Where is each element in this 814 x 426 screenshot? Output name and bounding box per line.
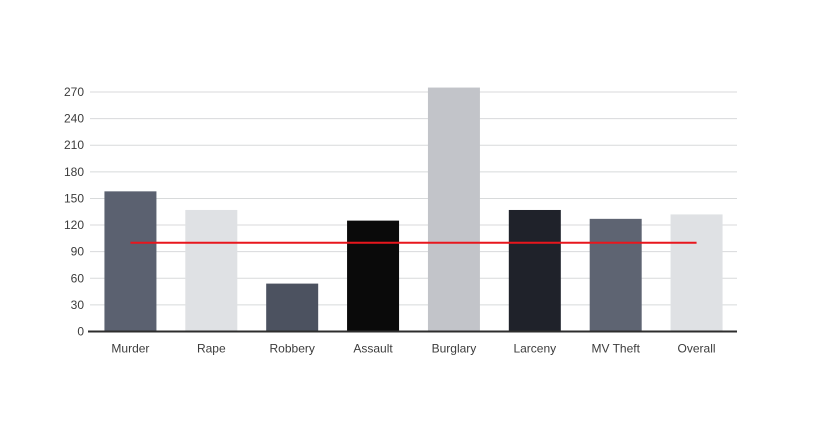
- x-category-label-overall: Overall: [678, 342, 716, 356]
- y-tick-label-0: 0: [77, 325, 84, 339]
- y-tick-label-270: 270: [64, 85, 84, 99]
- bar-murder: [104, 191, 157, 332]
- x-category-label-assault: Assault: [353, 342, 393, 356]
- y-tick-label-90: 90: [71, 245, 85, 259]
- y-tick-label-240: 240: [64, 112, 84, 126]
- x-category-label-rape: Rape: [197, 342, 226, 356]
- x-category-label-robbery: Robbery: [270, 342, 315, 356]
- x-category-label-murder: Murder: [111, 342, 149, 356]
- bar-robbery: [266, 283, 319, 332]
- y-tick-label-120: 120: [64, 218, 84, 232]
- y-tick-label-210: 210: [64, 138, 84, 152]
- bar-assault: [347, 220, 400, 332]
- x-category-label-burglary: Burglary: [432, 342, 477, 356]
- y-tick-label-150: 150: [64, 191, 84, 205]
- bar-overall: [670, 214, 723, 332]
- bar-mv-theft: [589, 218, 642, 332]
- bar-larceny: [508, 209, 561, 332]
- y-tick-label-180: 180: [64, 165, 84, 179]
- bar-rape: [185, 209, 238, 332]
- y-tick-label-30: 30: [71, 298, 85, 312]
- y-tick-label-60: 60: [71, 271, 85, 285]
- x-category-label-mv-theft: MV Theft: [591, 342, 640, 356]
- bar-burglary: [427, 87, 480, 332]
- x-category-label-larceny: Larceny: [513, 342, 556, 356]
